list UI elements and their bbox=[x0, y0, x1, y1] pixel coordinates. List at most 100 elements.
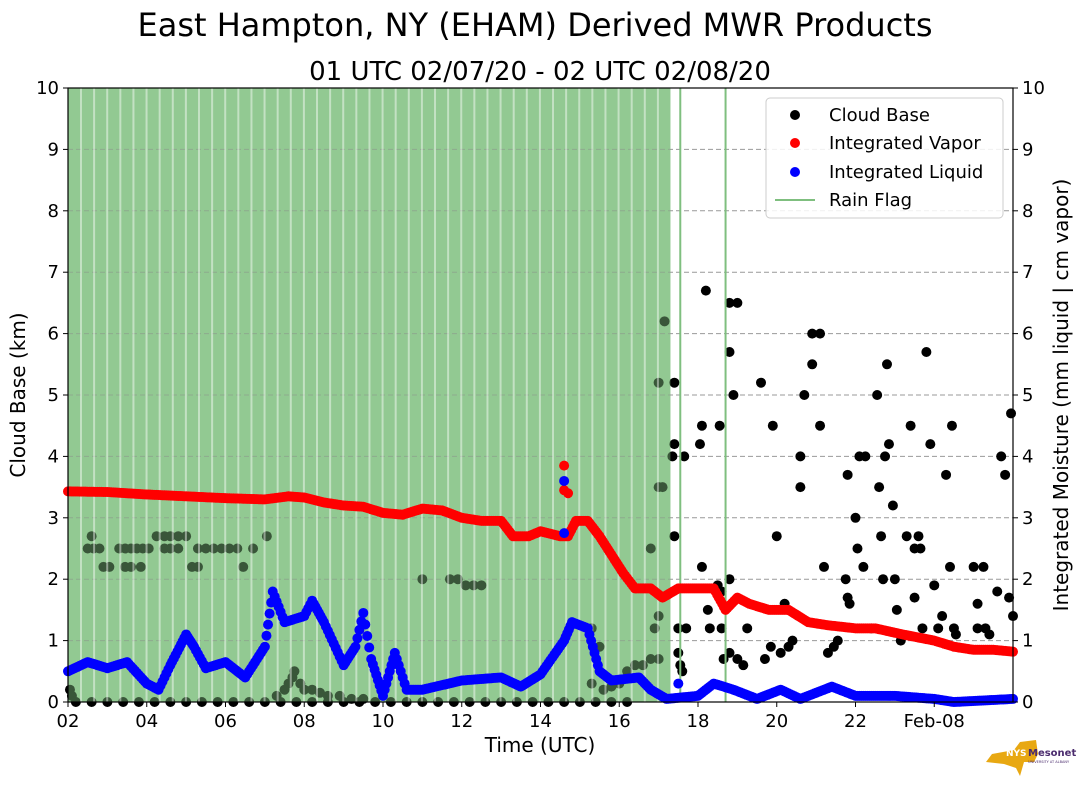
liquid-point bbox=[362, 630, 373, 641]
cloud-base-point bbox=[232, 543, 243, 554]
cloud-base-point bbox=[883, 439, 894, 450]
y-tick-label-left: 4 bbox=[48, 446, 59, 467]
cloud-base-point bbox=[915, 543, 926, 554]
cloud-base-point bbox=[759, 654, 770, 665]
vapor-point-outlier bbox=[559, 460, 570, 471]
cloud-base-point bbox=[775, 647, 786, 658]
y-axis-label-left: Cloud Base (km) bbox=[6, 312, 30, 477]
cloud-base-point bbox=[815, 328, 826, 339]
x-tick-label: 04 bbox=[135, 711, 158, 732]
liquid-point-outlier bbox=[559, 528, 570, 539]
cloud-base-point bbox=[417, 574, 428, 585]
y-tick-label-right: 1 bbox=[1022, 631, 1033, 652]
cloud-base-point bbox=[874, 482, 885, 493]
liquid-point-outlier bbox=[559, 475, 570, 486]
cloud-base-point bbox=[807, 328, 818, 339]
cloud-base-point bbox=[742, 623, 753, 634]
cloud-base-point bbox=[151, 531, 162, 542]
x-tick-label: 14 bbox=[529, 711, 552, 732]
cloud-base-point bbox=[946, 420, 957, 431]
cloud-base-point bbox=[224, 543, 235, 554]
cloud-base-point bbox=[696, 420, 707, 431]
y-tick-label-left: 6 bbox=[48, 324, 59, 345]
y-tick-label-left: 2 bbox=[48, 569, 59, 590]
cloud-base-point bbox=[844, 598, 855, 609]
cloud-base-point bbox=[917, 623, 928, 634]
cloud-base-point bbox=[860, 451, 871, 462]
liquid-point-outlier bbox=[673, 678, 684, 689]
y-tick-label-right: 4 bbox=[1022, 446, 1033, 467]
cloud-base-point bbox=[208, 543, 219, 554]
rain-flag-overlay bbox=[68, 88, 727, 702]
legend-marker-liquid bbox=[790, 167, 800, 177]
cloud-base-point bbox=[653, 611, 664, 622]
cloud-base-point bbox=[978, 561, 989, 572]
cloud-base-point bbox=[307, 684, 318, 695]
chart-subtitle: 01 UTC 02/07/20 - 02 UTC 02/08/20 bbox=[309, 57, 771, 87]
cloud-base-point bbox=[315, 687, 325, 698]
cloud-base-point bbox=[700, 285, 711, 296]
cloud-base-point bbox=[192, 543, 203, 554]
cloud-base-point bbox=[872, 390, 883, 400]
cloud-base-point bbox=[476, 580, 487, 591]
cloud-base-point bbox=[937, 611, 948, 622]
liquid-point bbox=[263, 619, 274, 630]
cloud-base-point bbox=[649, 623, 660, 634]
cloud-base-points bbox=[64, 285, 1018, 707]
cloud-base-point bbox=[714, 420, 725, 431]
cloud-base-point bbox=[667, 451, 678, 462]
x-tick-label: 06 bbox=[214, 711, 237, 732]
cloud-base-point bbox=[724, 297, 735, 308]
legend: Cloud Base Integrated Vapor Integrated L… bbox=[765, 97, 1004, 219]
cloud-base-point bbox=[702, 604, 713, 615]
svg-text:NYS: NYS bbox=[1006, 749, 1027, 759]
cloud-base-point bbox=[905, 420, 916, 431]
cloud-base-point bbox=[181, 531, 192, 542]
legend-label-vapor: Integrated Vapor bbox=[829, 133, 981, 154]
cloud-base-point bbox=[716, 623, 727, 634]
cloud-base-point bbox=[756, 377, 766, 388]
cloud-base-point bbox=[996, 451, 1007, 462]
cloud-base-point bbox=[143, 543, 154, 554]
chart-title: East Hampton, NY (EHAM) Derived MWR Prod… bbox=[137, 6, 932, 44]
cloud-base-point bbox=[216, 543, 227, 554]
cloud-base-point bbox=[933, 623, 944, 634]
cloud-base-point bbox=[200, 543, 211, 554]
cloud-base-point bbox=[238, 561, 249, 572]
cloud-base-point bbox=[728, 390, 739, 400]
x-tick-label: 12 bbox=[450, 711, 473, 732]
cloud-base-point bbox=[1000, 469, 1011, 480]
x-tick-label: 02 bbox=[57, 711, 80, 732]
y-tick-label-left: 7 bbox=[48, 262, 59, 283]
y-tick-label-right: 6 bbox=[1022, 324, 1033, 345]
integrated-liquid-points bbox=[63, 475, 1018, 707]
cloud-base-point bbox=[972, 623, 983, 634]
y-tick-label-right: 10 bbox=[1022, 78, 1045, 99]
cloud-base-point bbox=[878, 574, 889, 585]
legend-box bbox=[765, 97, 1004, 219]
cloud-base-point bbox=[248, 543, 259, 554]
y-tick-label-left: 10 bbox=[36, 78, 59, 99]
y-tick-label-left: 9 bbox=[48, 139, 59, 160]
liquid-point bbox=[360, 619, 371, 630]
cloud-base-point bbox=[787, 635, 798, 646]
cloud-base-point bbox=[738, 660, 749, 671]
cloud-base-point bbox=[984, 629, 995, 640]
cloud-base-point bbox=[452, 574, 463, 585]
legend-label-liquid: Integrated Liquid bbox=[829, 162, 983, 183]
cloud-base-point bbox=[795, 482, 806, 493]
cloud-base-point bbox=[669, 531, 680, 542]
cloud-base-point bbox=[659, 316, 670, 327]
x-tick-label: Feb-08 bbox=[904, 711, 965, 732]
cloud-base-point bbox=[901, 531, 912, 542]
liquid-point bbox=[261, 630, 272, 641]
cloud-base-point bbox=[645, 543, 656, 554]
cloud-base-point bbox=[126, 561, 136, 572]
cloud-base-point bbox=[444, 574, 455, 585]
integrated-vapor-points bbox=[63, 460, 1018, 657]
cloud-base-point bbox=[882, 359, 892, 370]
y-tick-label-right: 2 bbox=[1022, 569, 1033, 590]
cloud-base-point bbox=[724, 574, 735, 585]
liquid-point bbox=[264, 608, 275, 619]
